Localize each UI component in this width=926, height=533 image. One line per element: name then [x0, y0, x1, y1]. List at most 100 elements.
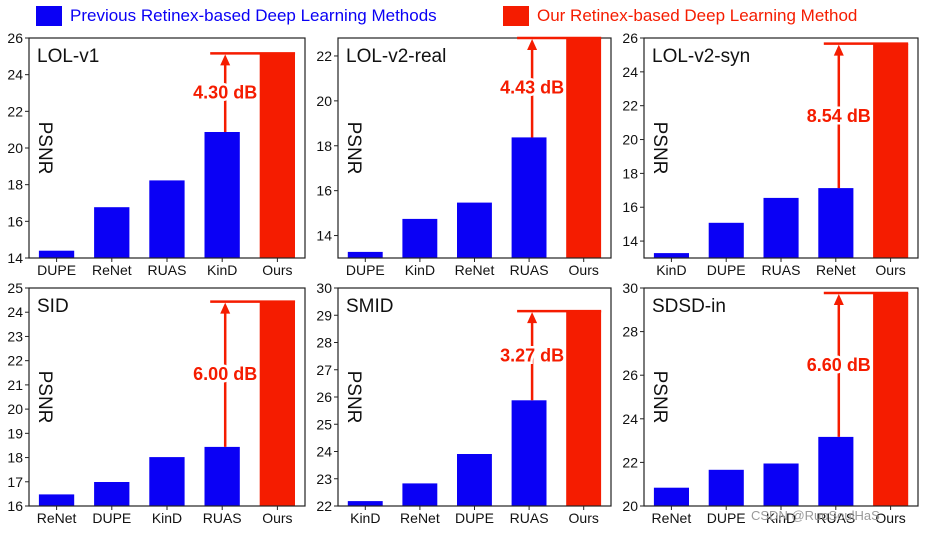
y-tick-label: 28: [622, 324, 638, 340]
bar-renet: [94, 207, 130, 258]
bar-renet: [653, 487, 689, 506]
gain-label: 3.27 dB: [500, 346, 564, 366]
x-tick-label: RUAS: [148, 262, 187, 278]
bar-dupe: [708, 222, 744, 258]
bar-ours: [259, 301, 295, 506]
x-tick-label: RUAS: [510, 262, 549, 278]
bar-dupe: [38, 250, 75, 258]
gain-arrow-head: [527, 39, 538, 50]
bar-renet: [457, 202, 492, 258]
y-axis-label: PSNR: [649, 122, 670, 175]
bar-ours: [259, 53, 295, 259]
x-tick-label: KinD: [207, 262, 237, 278]
bar-kind: [653, 253, 689, 258]
x-tick-label: DUPE: [707, 510, 746, 526]
y-tick-label: 24: [622, 64, 638, 80]
chart-title: SMID: [346, 296, 394, 317]
gain-arrow-head: [833, 294, 844, 306]
y-tick-label: 22: [316, 48, 332, 64]
y-axis-label: PSNR: [34, 122, 55, 175]
x-tick-label: ReNet: [400, 510, 440, 526]
bar-ours: [566, 38, 602, 258]
bar-kind: [204, 132, 240, 258]
y-tick-label: 14: [622, 233, 638, 249]
gain-label: 6.60 dB: [807, 355, 871, 375]
y-tick-label: 22: [316, 498, 332, 514]
y-tick-label: 20: [7, 401, 23, 417]
gain-label: 8.54 dB: [807, 106, 871, 126]
chart-title: SID: [37, 296, 69, 317]
y-tick-label: 25: [316, 416, 332, 432]
y-tick-label: 14: [7, 250, 23, 266]
x-tick-label: KinD: [152, 510, 182, 526]
x-tick-label: DUPE: [37, 262, 76, 278]
x-tick-label: KinD: [656, 262, 686, 278]
y-tick-label: 22: [7, 103, 23, 119]
x-tick-label: ReNet: [652, 510, 692, 526]
y-tick-label: 16: [622, 199, 638, 215]
chart-title: SDSD-in: [652, 296, 726, 317]
chart-panel-0: 14 16 18 20 22 24 26 DUPE ReNet RUAS KinD Ours LOL-v…: [7, 30, 306, 278]
chart-panel-4: 22 23 24 25 26 27 28 29 30 KinD ReNet DUPE RUAS Ours S…: [316, 280, 612, 526]
legend-swatch-previous: [36, 6, 62, 26]
bar-dupe: [347, 251, 383, 258]
gain-label: 4.43 dB: [500, 78, 564, 98]
x-tick-label: Ours: [262, 262, 292, 278]
x-tick-label: Ours: [875, 262, 905, 278]
x-tick-label: ReNet: [37, 510, 77, 526]
bar-kind: [149, 457, 185, 506]
y-tick-label: 30: [316, 280, 332, 296]
legend-swatch-ours: [503, 6, 529, 26]
bar-ruas: [511, 137, 547, 258]
bar-kind: [347, 501, 383, 506]
y-tick-label: 22: [622, 454, 638, 470]
y-tick-label: 28: [316, 335, 332, 351]
legend-item-ours: Our Retinex-based Deep Learning Method: [503, 6, 857, 26]
y-axis-label: PSNR: [343, 371, 364, 424]
legend: Previous Retinex-based Deep Learning Met…: [0, 0, 926, 34]
bar-renet: [38, 494, 75, 506]
bar-ours: [873, 293, 909, 506]
y-tick-label: 21: [7, 377, 23, 393]
x-tick-label: DUPE: [92, 510, 131, 526]
chart-panel-5: 20 22 24 26 28 30 ReNet DUPE KinD RUAS Ours SDSD-in…: [622, 280, 919, 526]
y-tick-label: 20: [622, 498, 638, 514]
bar-renet: [402, 483, 438, 506]
gain-arrow-head: [220, 302, 231, 314]
x-tick-label: Ours: [569, 510, 599, 526]
chart-panel-3: 16 17 18 19 20 21 22 23 24 25 ReNet DUPE KinD RUAS Our…: [7, 280, 306, 526]
bar-dupe: [457, 454, 492, 506]
bar-ours: [566, 311, 602, 506]
y-tick-label: 18: [7, 450, 23, 466]
y-tick-label: 23: [316, 471, 332, 487]
y-tick-label: 26: [316, 389, 332, 405]
legend-item-previous: Previous Retinex-based Deep Learning Met…: [36, 6, 437, 26]
chart-title: LOL-v2-syn: [652, 46, 750, 67]
y-tick-label: 25: [7, 280, 23, 296]
y-tick-label: 24: [7, 67, 23, 83]
chart-panel-2: 14 16 18 20 22 24 26 KinD DUPE RUAS ReNet Ours LOL-v…: [622, 30, 919, 278]
y-axis-label: PSNR: [343, 122, 364, 175]
x-tick-label: ReNet: [455, 262, 495, 278]
chart-title: LOL-v1: [37, 46, 99, 67]
y-tick-label: 20: [622, 132, 638, 148]
y-tick-label: 18: [7, 177, 23, 193]
x-tick-label: RUAS: [816, 510, 855, 526]
bar-ruas: [763, 197, 799, 258]
x-tick-label: ReNet: [92, 262, 132, 278]
legend-label-previous: Previous Retinex-based Deep Learning Met…: [70, 6, 437, 25]
y-tick-label: 24: [316, 444, 332, 460]
bar-ruas: [149, 180, 185, 258]
y-tick-label: 26: [7, 30, 23, 46]
x-tick-label: RUAS: [762, 262, 801, 278]
x-tick-label: RUAS: [510, 510, 549, 526]
watermark: CSDN @RuoSoulHaS: [751, 508, 880, 523]
legend-label-ours: Our Retinex-based Deep Learning Method: [537, 6, 858, 25]
bar-dupe: [708, 469, 744, 506]
bar-ruas: [204, 446, 240, 506]
y-axis-label: PSNR: [649, 371, 670, 424]
y-tick-label: 20: [316, 93, 332, 109]
x-tick-label: ReNet: [816, 262, 856, 278]
x-tick-label: KinD: [766, 510, 796, 526]
